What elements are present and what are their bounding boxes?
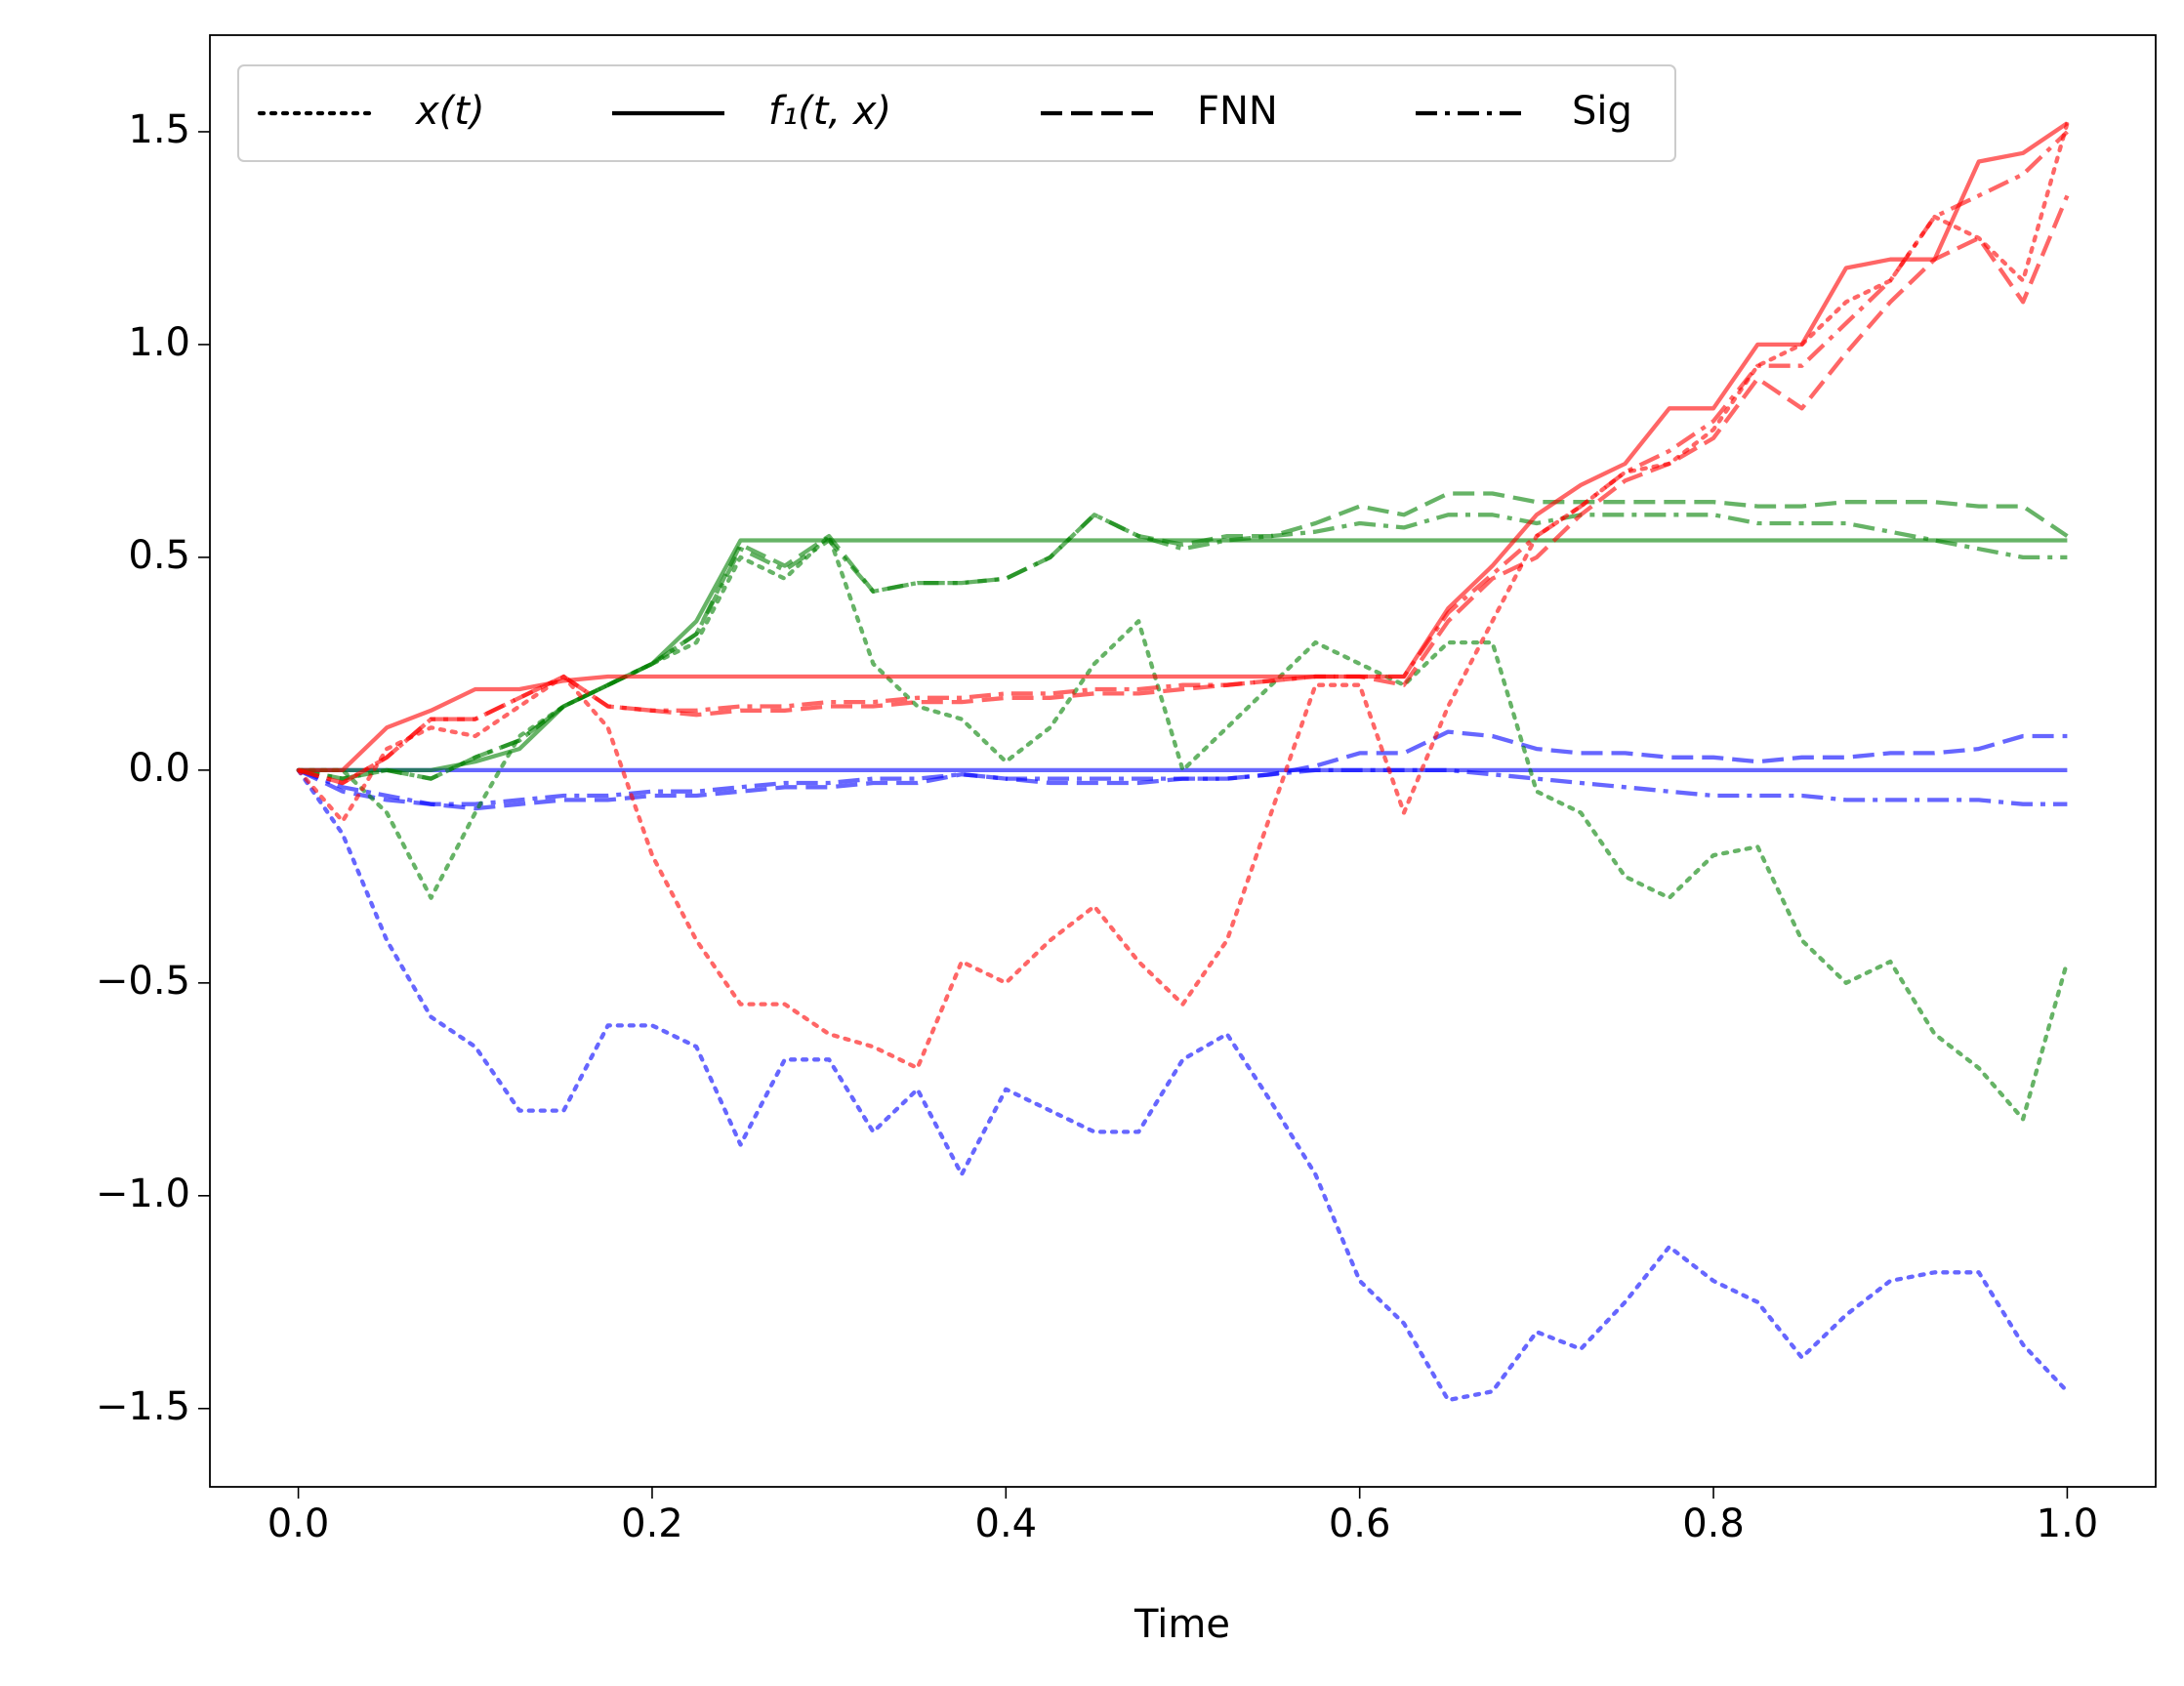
- x-tick-label: 1.0: [2037, 1501, 2099, 1546]
- legend-label: FNN: [1197, 89, 1278, 134]
- series-line: [298, 538, 2068, 773]
- y-tick-label: −1.5: [96, 1384, 190, 1429]
- legend-label: Sig: [1572, 89, 1632, 134]
- x-tick-label: 0.4: [975, 1501, 1038, 1546]
- legend-label: x(t): [414, 89, 485, 134]
- series-line: [297, 767, 2068, 806]
- x-tick-label: 0.0: [268, 1501, 330, 1546]
- y-tick-label: −1.0: [96, 1172, 190, 1216]
- y-tick-label: 0.5: [128, 533, 190, 578]
- x-axis-label: Time: [1133, 1602, 1230, 1647]
- legend-label: f₁(t, x): [768, 89, 891, 134]
- plot-frame: [209, 34, 2157, 1488]
- legend-box: [237, 64, 1676, 162]
- y-tick-label: 0.0: [128, 746, 190, 791]
- x-tick-label: 0.8: [1682, 1501, 1745, 1546]
- series-line: [296, 533, 2070, 1122]
- series-line: [298, 121, 2069, 773]
- series-line: [296, 767, 2070, 1403]
- series-line: [296, 121, 2070, 1071]
- x-tick-label: 0.6: [1329, 1501, 1391, 1546]
- series-line: [298, 513, 2068, 781]
- legend: x(t) f₁(t, x) FNN Sig: [237, 64, 1676, 162]
- series-line: [298, 491, 2069, 781]
- x-tick-label: 0.2: [621, 1501, 683, 1546]
- series-line: [298, 194, 2070, 786]
- y-tick-label: 1.0: [128, 320, 190, 365]
- y-tick-label: 1.5: [128, 107, 190, 152]
- series-line: [298, 130, 2069, 786]
- y-tick-label: −0.5: [96, 959, 190, 1004]
